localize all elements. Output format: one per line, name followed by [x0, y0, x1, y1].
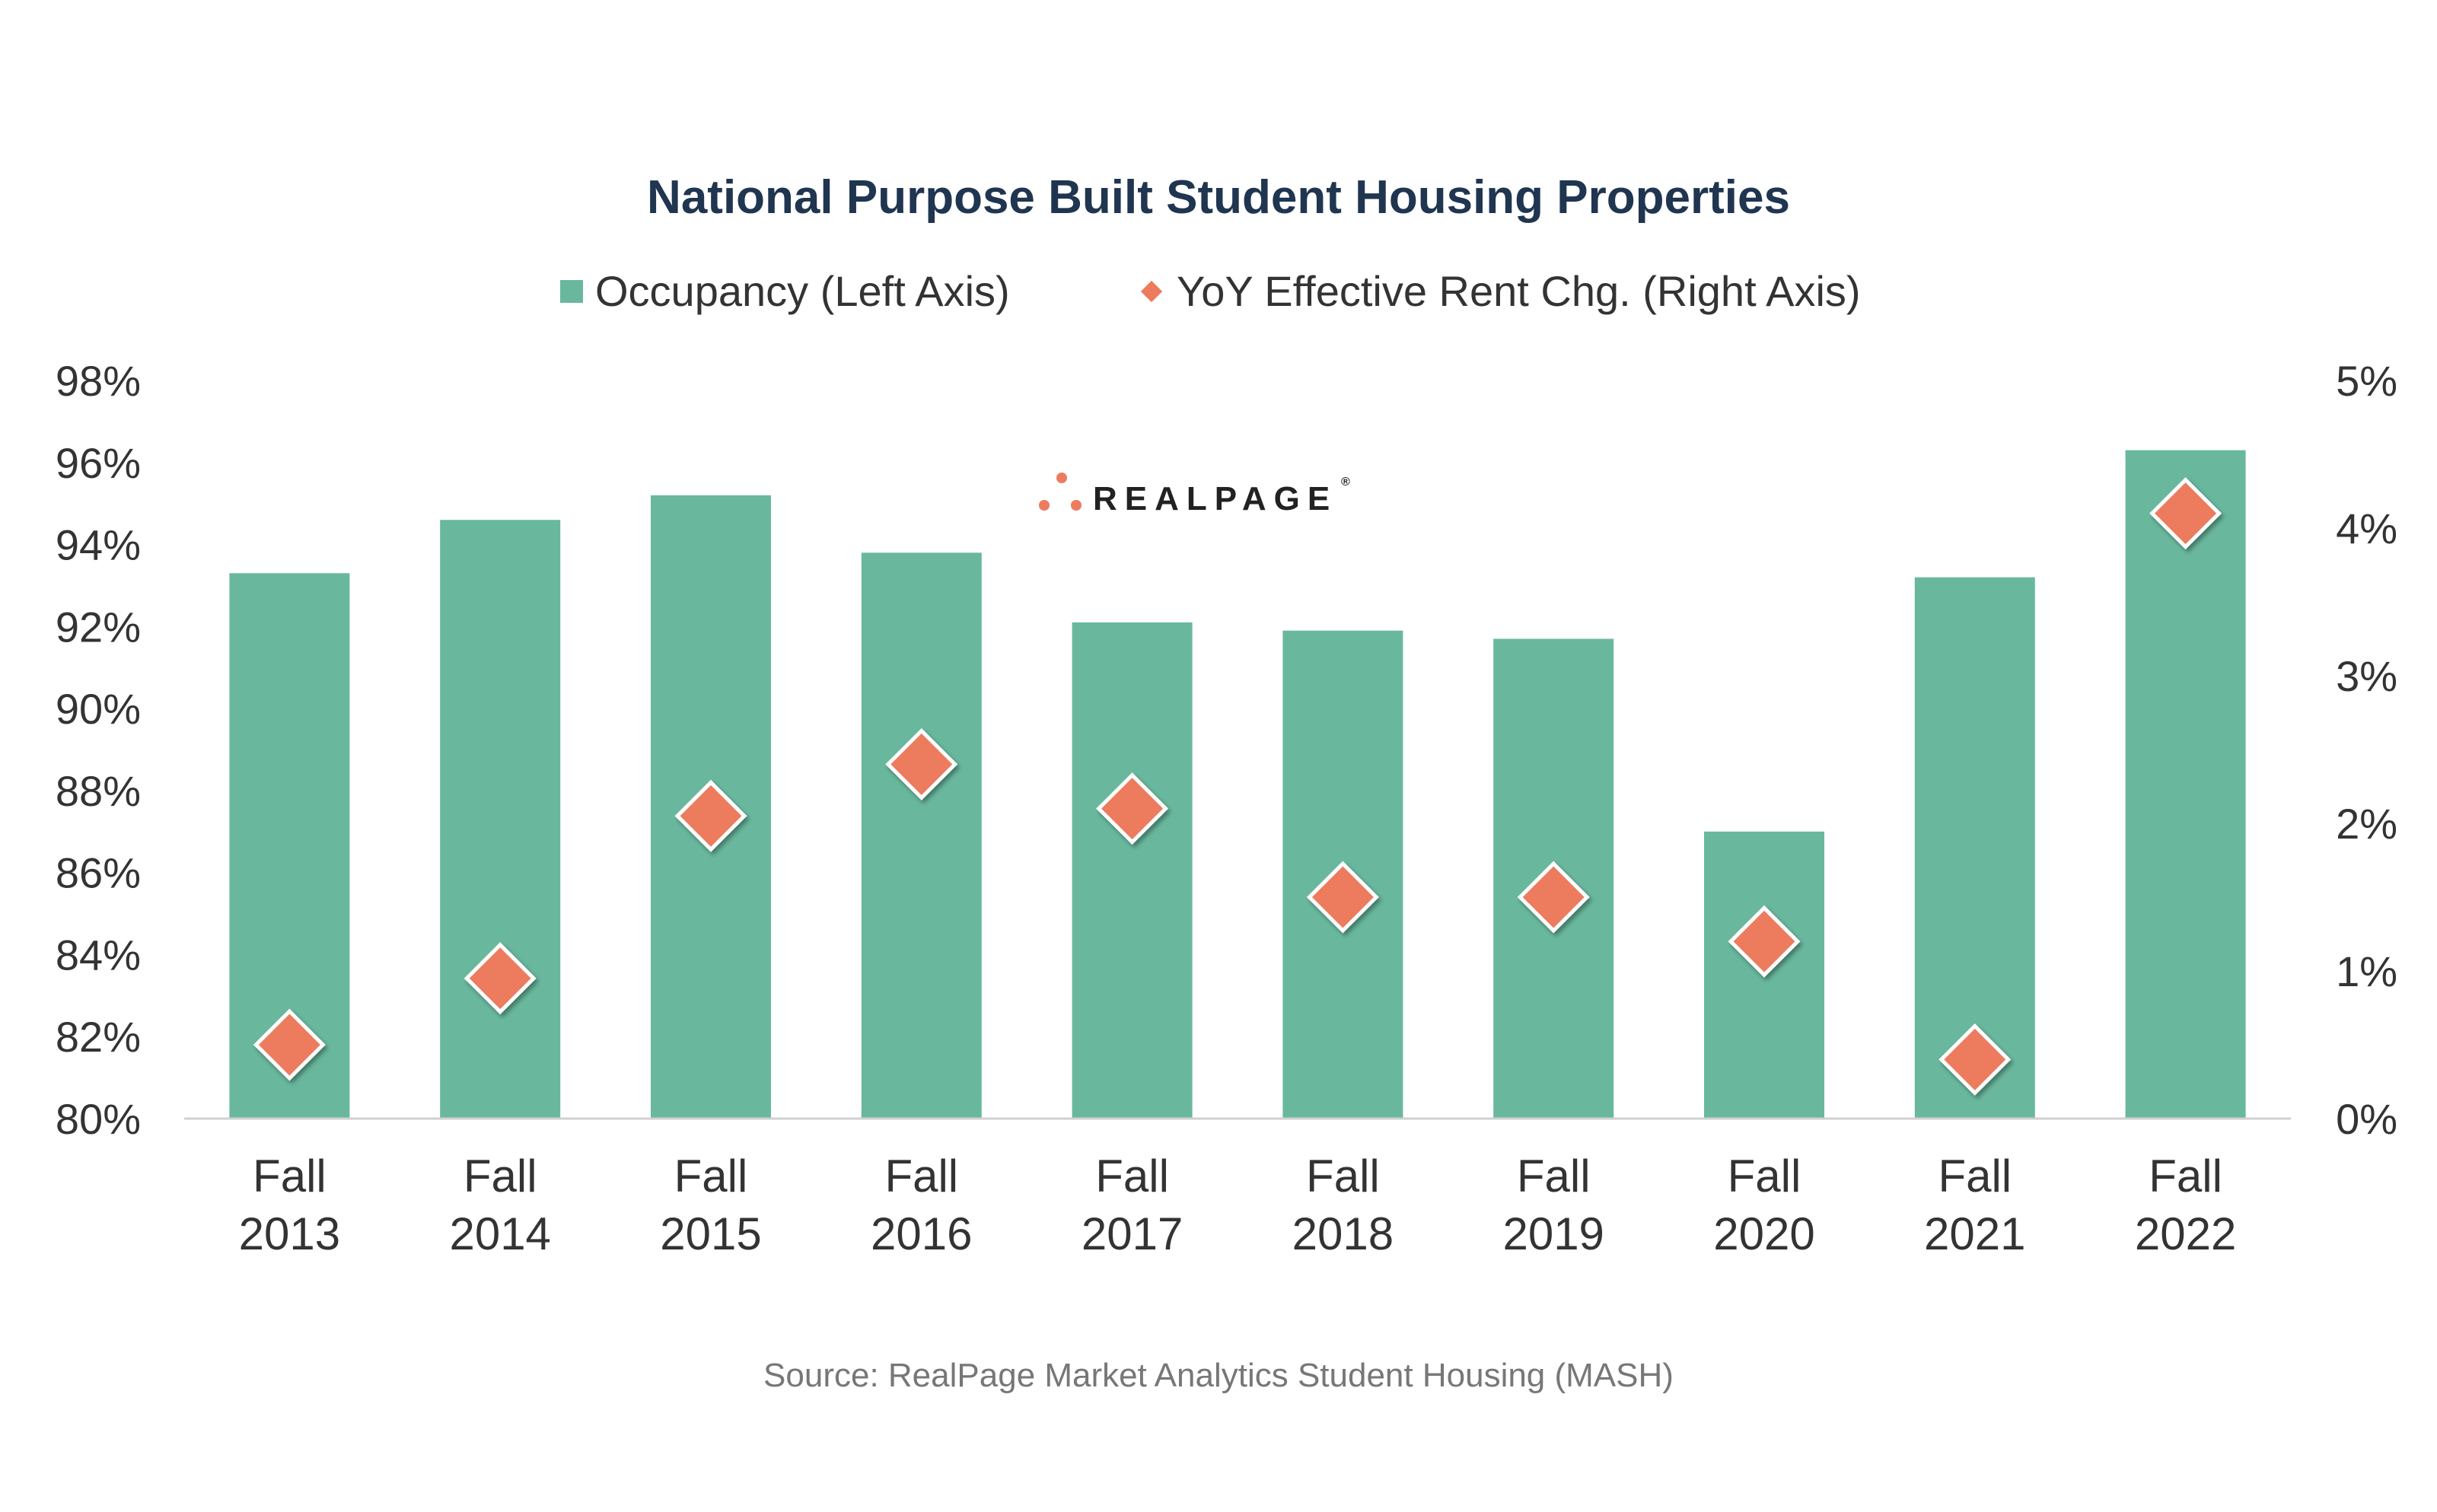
- rent-change-marker: [253, 1008, 326, 1081]
- left-axis-tick-label: 80%: [56, 1095, 141, 1143]
- x-axis-tick-label: 2013: [239, 1208, 340, 1259]
- x-axis-tick-label: 2016: [871, 1208, 972, 1259]
- x-axis-tick-label: Fall: [1517, 1151, 1591, 1202]
- right-axis-tick-label: 0%: [2336, 1095, 2397, 1143]
- rent-change-marker: [674, 779, 747, 852]
- x-axis-tick-label: Fall: [1095, 1151, 1169, 1202]
- right-axis-tick-label: 3%: [2336, 652, 2397, 700]
- x-axis-tick-label: 2014: [449, 1208, 550, 1259]
- left-axis-tick-label: 86%: [56, 849, 141, 897]
- occupancy-bar: [1072, 622, 1193, 1119]
- left-axis-tick-label: 94%: [56, 521, 141, 569]
- x-axis-tick-label: Fall: [884, 1151, 958, 1202]
- legend-label-occupancy: Occupancy (Left Axis): [595, 267, 1010, 315]
- rent-change-marker: [464, 942, 537, 1015]
- right-axis: 0% 1% 2% 3% 4% 5%: [2336, 357, 2397, 1143]
- left-axis: 80% 82% 84% 86% 88% 90% 92% 94% 96% 98%: [56, 357, 141, 1143]
- logo-text: REALPAGE: [1093, 480, 1337, 517]
- occupancy-bars: [229, 450, 2246, 1119]
- occupancy-bar: [440, 520, 561, 1119]
- occupancy-bar: [861, 552, 982, 1119]
- x-axis-tick-label: Fall: [2149, 1151, 2222, 1202]
- rent-change-marker: [1517, 861, 1590, 934]
- chart-title: National Purpose Built Student Housing P…: [647, 171, 1790, 224]
- rent-change-marker: [885, 727, 958, 801]
- logo-dot: [1039, 500, 1050, 511]
- legend: Occupancy (Left Axis) YoY Effective Rent…: [560, 267, 1861, 315]
- rent-change-marker: [2149, 477, 2222, 550]
- right-axis-tick-label: 4%: [2336, 505, 2397, 552]
- rent-change-marker: [1096, 772, 1169, 845]
- x-axis-tick-label: 2018: [1292, 1208, 1394, 1259]
- x-axis-tick-label: 2020: [1713, 1208, 1814, 1259]
- rent-change-marker: [1306, 861, 1379, 934]
- x-axis-tick-label: 2017: [1082, 1208, 1183, 1259]
- legend-swatch-rent-change: [1140, 280, 1163, 303]
- x-axis-tick-label: 2019: [1502, 1208, 1604, 1259]
- logo-registered-mark: ®: [1341, 476, 1350, 489]
- realpage-logo: REALPAGE ®: [1039, 473, 1350, 517]
- rent-change-marker: [1728, 905, 1801, 978]
- rent-change-markers: [253, 477, 2222, 1096]
- right-axis-tick-label: 2%: [2336, 800, 2397, 848]
- legend-swatch-occupancy: [560, 280, 583, 303]
- left-axis-tick-label: 88%: [56, 767, 141, 815]
- left-axis-tick-label: 96%: [56, 439, 141, 487]
- x-axis-tick-label: Fall: [464, 1151, 537, 1202]
- rent-change-marker: [1938, 1023, 2012, 1096]
- left-axis-tick-label: 82%: [56, 1013, 141, 1061]
- x-axis-tick-label: Fall: [1306, 1151, 1380, 1202]
- right-axis-tick-label: 5%: [2336, 357, 2397, 405]
- x-axis-tick-label: Fall: [253, 1151, 327, 1202]
- left-axis-tick-label: 84%: [56, 931, 141, 979]
- right-axis-tick-label: 1%: [2336, 947, 2397, 995]
- x-axis: Fall 2013 Fall 2014 Fall 2015 Fall 2016 Fall 2017…: [239, 1151, 2237, 1259]
- left-axis-tick-label: 90%: [56, 685, 141, 733]
- x-axis-tick-label: 2022: [2135, 1208, 2236, 1259]
- legend-label-rent-change: YoY Effective Rent Chg. (Right Axis): [1177, 267, 1861, 315]
- source-note: Source: RealPage Market Analytics Studen…: [763, 1357, 1674, 1394]
- x-axis-tick-label: Fall: [674, 1151, 748, 1202]
- x-axis-tick-label: 2021: [1924, 1208, 2025, 1259]
- left-axis-tick-label: 98%: [56, 357, 141, 405]
- x-axis-tick-label: Fall: [1728, 1151, 1801, 1202]
- x-axis-tick-label: Fall: [1938, 1151, 2012, 1202]
- left-axis-tick-label: 92%: [56, 603, 141, 651]
- logo-dot: [1056, 473, 1067, 483]
- x-axis-tick-label: 2015: [660, 1208, 761, 1259]
- occupancy-bar: [2125, 450, 2246, 1119]
- logo-dot: [1071, 500, 1082, 511]
